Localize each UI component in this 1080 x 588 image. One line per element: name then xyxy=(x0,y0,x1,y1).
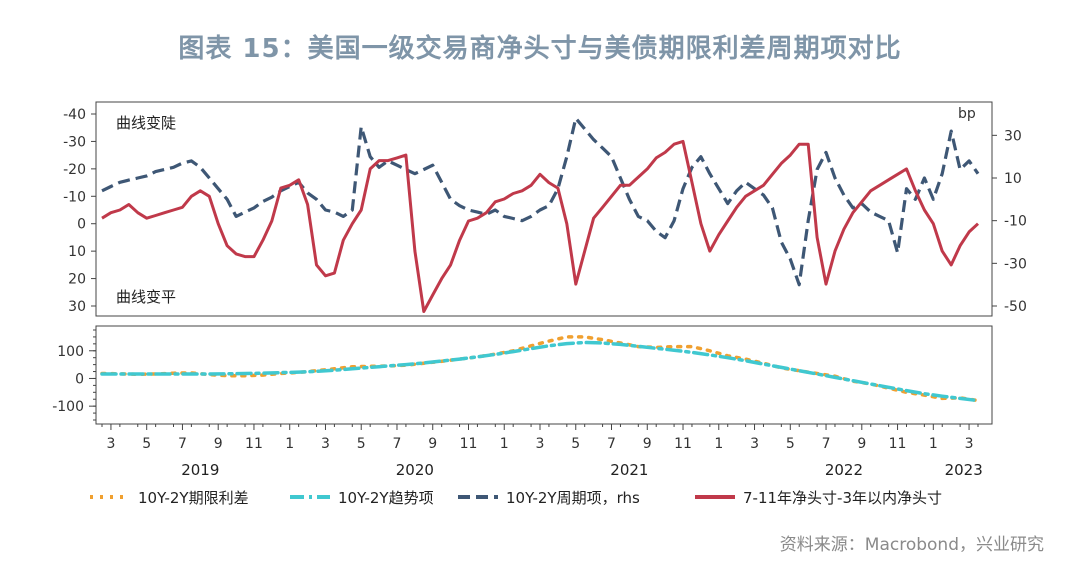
x-axis-month-label: 9 xyxy=(214,436,223,452)
lower-plot-frame xyxy=(95,325,993,425)
x-axis-month-label: 1 xyxy=(714,436,723,452)
x-axis-month-label: 7 xyxy=(822,436,831,452)
chart-title: 图表 15：美国一级交易商净头寸与美债期限利差周期项对比 xyxy=(178,34,902,64)
legend-label: 7-11年净头寸-3年以内净头寸 xyxy=(743,489,942,507)
legend: 10Y-2Y期限利差 10Y-2Y趋势项 10Y-2Y周期项，rhs 7-11年净头寸… xyxy=(90,489,942,507)
right-axis-unit-label: bp xyxy=(958,106,976,122)
x-axis-year-label: 2019 xyxy=(181,461,219,479)
left-axis-tick-label: -40 xyxy=(63,107,86,123)
lower-axis-tick-label: 0 xyxy=(75,371,84,387)
x-axis-month-label: 7 xyxy=(178,436,187,452)
left-axis-tick-label: 0 xyxy=(77,217,86,233)
left-axis-tick-label: 20 xyxy=(68,272,86,288)
right-axis-tick-label: 30 xyxy=(1004,128,1022,144)
right-axis-tick-label: -50 xyxy=(1004,299,1027,315)
x-axis-month-label: 3 xyxy=(321,436,330,452)
right-axis-tick-label: -30 xyxy=(1004,256,1027,272)
x-axis-month-label: 5 xyxy=(357,436,366,452)
legend-label: 10Y-2Y趋势项 xyxy=(338,489,434,507)
series-line-cycle-term xyxy=(101,116,980,287)
lower-panel: 100 0 -100 xyxy=(52,325,993,425)
x-axis-month-label: 3 xyxy=(106,436,115,452)
x-axis-month-label: 3 xyxy=(965,436,974,452)
x-axis-month-label: 11 xyxy=(245,436,263,452)
x-axis-month-label: 1 xyxy=(929,436,938,452)
left-axis-tick-label: -10 xyxy=(63,189,86,205)
lower-axis-tick-label: 100 xyxy=(57,344,84,360)
x-axis-month-label: 11 xyxy=(460,436,478,452)
right-axis-tick-label: 10 xyxy=(1004,171,1022,187)
left-axis-tick-label: 10 xyxy=(68,244,86,260)
x-axis-month-label: 11 xyxy=(674,436,692,452)
upper-panel: -40 -30 -20 -10 0 10 20 30 30 10 -10 -30 -50 bp 曲线变陡曲线… xyxy=(63,101,1027,317)
x-axis-year-label: 2022 xyxy=(825,461,863,479)
x-axis-month-label: 5 xyxy=(571,436,580,452)
x-axis-month-label: 3 xyxy=(536,436,545,452)
x-axis-year-label: 2023 xyxy=(945,461,983,479)
annotation-steepen: 曲线变陡 xyxy=(116,114,176,132)
x-axis-month-label: 11 xyxy=(889,436,907,452)
upper-plot-frame xyxy=(95,101,993,317)
left-axis-tick-label: -30 xyxy=(63,134,86,150)
legend-label: 10Y-2Y期限利差 xyxy=(138,489,249,507)
x-axis-month-label: 9 xyxy=(857,436,866,452)
x-axis-month-label: 7 xyxy=(393,436,402,452)
left-axis-tick-label: 30 xyxy=(68,299,86,315)
source-note: 资料来源：Macrobond，兴业研究 xyxy=(779,535,1044,555)
right-axis-tick-label: -10 xyxy=(1004,214,1027,230)
x-axis-month-label: 3 xyxy=(750,436,759,452)
series-line-net-position xyxy=(101,139,980,313)
x-axis-month-label: 7 xyxy=(607,436,616,452)
series-line-trend-term xyxy=(100,340,980,403)
x-axis-year-label: 2020 xyxy=(396,461,434,479)
x-axis-month-label: 1 xyxy=(500,436,509,452)
x-axis-month-label: 9 xyxy=(643,436,652,452)
x-axis-month-label: 1 xyxy=(285,436,294,452)
x-axis-month-label: 5 xyxy=(786,436,795,452)
annotation-flatten: 曲线变平 xyxy=(116,288,176,306)
x-axis-year-label: 2021 xyxy=(610,461,648,479)
x-axis-month-label: 5 xyxy=(142,436,151,452)
left-axis-tick-label: -20 xyxy=(63,162,86,178)
legend-label: 10Y-2Y周期项，rhs xyxy=(506,489,640,507)
series-line-term-spread xyxy=(100,335,980,403)
lower-axis-tick-label: -100 xyxy=(52,399,84,415)
x-axis-month-label: 9 xyxy=(428,436,437,452)
